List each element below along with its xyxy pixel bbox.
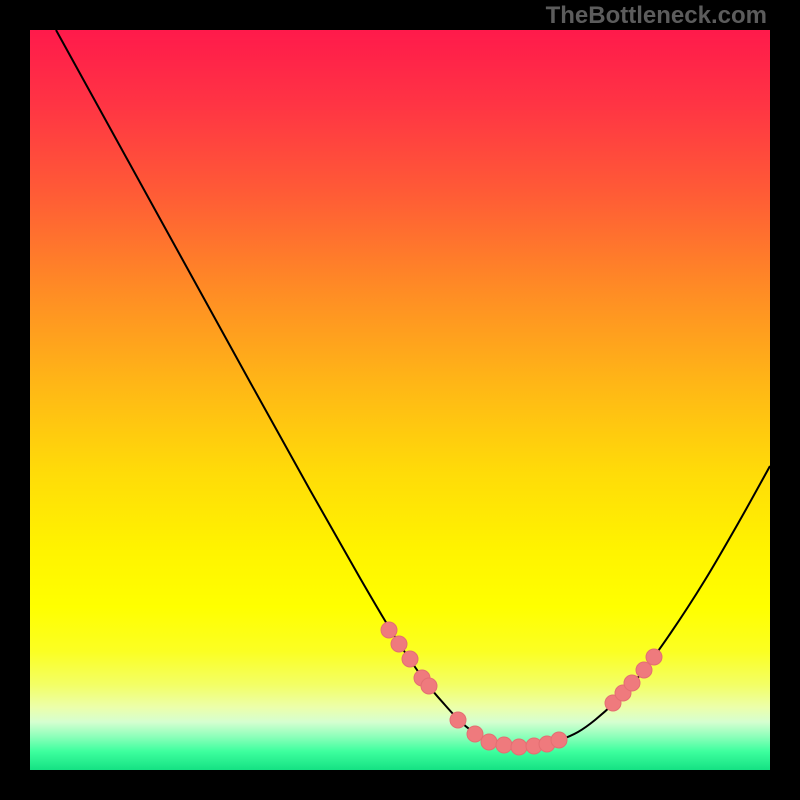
curve-marker bbox=[402, 651, 418, 667]
curve-marker bbox=[646, 649, 662, 665]
curve-marker bbox=[636, 662, 652, 678]
plot-area bbox=[30, 30, 770, 770]
curve-layer bbox=[30, 30, 770, 770]
curve-markers bbox=[381, 622, 662, 755]
bottleneck-curve bbox=[56, 30, 770, 747]
curve-marker bbox=[421, 678, 437, 694]
curve-marker bbox=[467, 726, 483, 742]
curve-marker bbox=[496, 737, 512, 753]
curve-marker bbox=[381, 622, 397, 638]
curve-marker bbox=[511, 739, 527, 755]
curve-marker bbox=[551, 732, 567, 748]
curve-marker bbox=[450, 712, 466, 728]
curve-marker bbox=[481, 734, 497, 750]
curve-marker bbox=[391, 636, 407, 652]
curve-marker bbox=[624, 675, 640, 691]
watermark-text: TheBottleneck.com bbox=[546, 2, 767, 30]
